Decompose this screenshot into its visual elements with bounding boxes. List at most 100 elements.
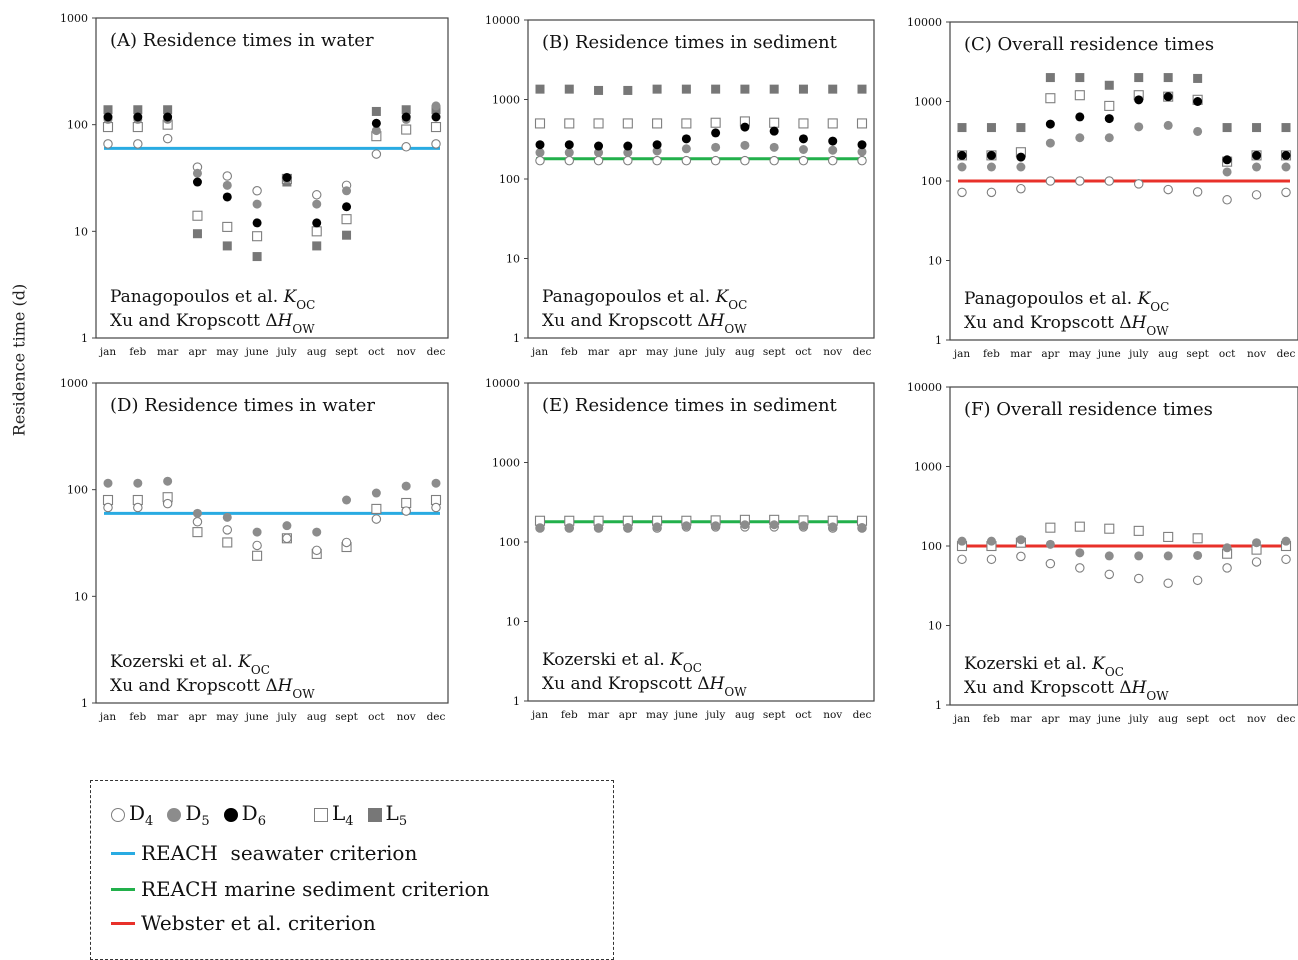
x-tick-label: may <box>1069 713 1091 725</box>
koc-note: Kozerski et al. KOC <box>542 650 702 675</box>
x-tick-label: mar <box>157 711 179 723</box>
point-l4 <box>534 118 546 129</box>
point-d5 <box>1075 133 1085 143</box>
how-note: Xu and Kropscott ΔHOW <box>110 311 315 336</box>
x-tick-label: sept <box>335 346 358 358</box>
point-l5 <box>1193 73 1203 83</box>
point-d4 <box>252 540 262 551</box>
legend-webster-line <box>111 921 135 925</box>
point-d5 <box>163 476 173 486</box>
point-d6 <box>769 126 779 136</box>
point-d6 <box>1045 119 1055 129</box>
point-d4 <box>798 155 809 166</box>
x-tick-label: feb <box>561 709 578 721</box>
point-d5 <box>594 523 604 533</box>
point-l4 <box>827 118 838 129</box>
point-d5 <box>401 481 411 491</box>
point-d6 <box>282 172 292 182</box>
x-tick-label: july <box>275 711 296 723</box>
point-l5 <box>740 84 750 94</box>
point-d6 <box>957 150 967 160</box>
y-tick-label: 100 <box>499 173 520 186</box>
point-d4 <box>957 187 967 198</box>
x-tick-label: sept <box>763 709 786 721</box>
point-l4 <box>252 231 263 242</box>
point-l4 <box>1045 93 1056 104</box>
point-d4 <box>162 498 173 509</box>
point-d4 <box>1016 551 1026 562</box>
point-d6 <box>857 140 867 150</box>
y-tick-label: 1000 <box>914 461 942 474</box>
point-d4 <box>1016 183 1026 194</box>
y-tick-label: 10 <box>74 225 88 238</box>
y-tick-label: 1000 <box>492 94 520 107</box>
point-l4 <box>341 214 352 225</box>
point-d6 <box>652 140 662 150</box>
point-l5 <box>594 85 604 95</box>
x-tick-label: oct <box>368 346 385 358</box>
point-d6 <box>1134 95 1144 105</box>
point-l5 <box>312 241 322 251</box>
x-tick-label: mar <box>588 346 610 358</box>
x-tick-label: may <box>216 711 238 723</box>
point-d5 <box>192 168 202 178</box>
point-d5 <box>1104 133 1114 143</box>
point-d4 <box>1133 179 1144 189</box>
point-d5 <box>192 508 202 518</box>
point-l4 <box>430 121 442 133</box>
point-d6 <box>798 134 808 144</box>
how-note: Xu and Kropscott ΔHOW <box>964 678 1169 703</box>
x-tick-label: june <box>673 346 698 358</box>
point-d4 <box>1075 176 1085 186</box>
x-tick-label: jan <box>530 346 549 358</box>
point-d4 <box>371 149 382 159</box>
x-tick-label: apr <box>619 346 638 358</box>
x-tick-label: nov <box>397 711 416 723</box>
legend-l5-marker <box>367 808 382 822</box>
how-note: Xu and Kropscott ΔHOW <box>964 313 1169 338</box>
x-tick-label: apr <box>188 711 207 723</box>
x-tick-label: sept <box>763 346 786 358</box>
point-l4 <box>222 221 233 232</box>
x-tick-label: oct <box>795 346 812 358</box>
y-tick-label: 1 <box>513 695 520 708</box>
point-d5 <box>1075 548 1085 558</box>
point-d6 <box>342 202 352 212</box>
x-tick-label: dec <box>1277 713 1296 725</box>
point-l5 <box>564 84 574 94</box>
point-d5 <box>312 199 322 209</box>
point-l4 <box>710 117 721 128</box>
point-d5 <box>342 186 352 196</box>
point-l4 <box>1074 521 1085 532</box>
point-d4 <box>1075 563 1085 573</box>
legend-l4-marker <box>313 808 328 822</box>
point-d6 <box>133 112 143 122</box>
point-d5 <box>222 180 232 190</box>
x-tick-label: dec <box>427 346 446 358</box>
koc-note: Panagopoulos et al. KOC <box>542 287 747 312</box>
point-d5 <box>828 145 838 155</box>
point-d4 <box>282 533 292 544</box>
point-l5 <box>681 84 691 94</box>
point-d6 <box>312 218 322 228</box>
x-tick-label: dec <box>853 346 872 358</box>
x-tick-label: may <box>1069 348 1091 360</box>
chart-title: (D) Residence times in water <box>110 395 375 416</box>
point-d5 <box>681 521 691 531</box>
point-d5 <box>431 478 441 488</box>
point-d4 <box>1251 557 1262 567</box>
point-d5 <box>1222 167 1232 177</box>
point-d6 <box>986 150 996 160</box>
point-l4 <box>1104 100 1115 111</box>
point-d6 <box>401 112 411 122</box>
chart-title: (E) Residence times in sediment <box>542 395 838 416</box>
x-tick-label: july <box>275 346 296 358</box>
point-d6 <box>163 112 173 122</box>
x-tick-label: jan <box>952 348 971 360</box>
chart-title: (F) Overall residence times <box>964 399 1213 420</box>
x-tick-label: nov <box>397 346 416 358</box>
point-d6 <box>594 141 604 151</box>
x-tick-label: june <box>244 346 269 358</box>
point-d6 <box>1104 114 1114 124</box>
